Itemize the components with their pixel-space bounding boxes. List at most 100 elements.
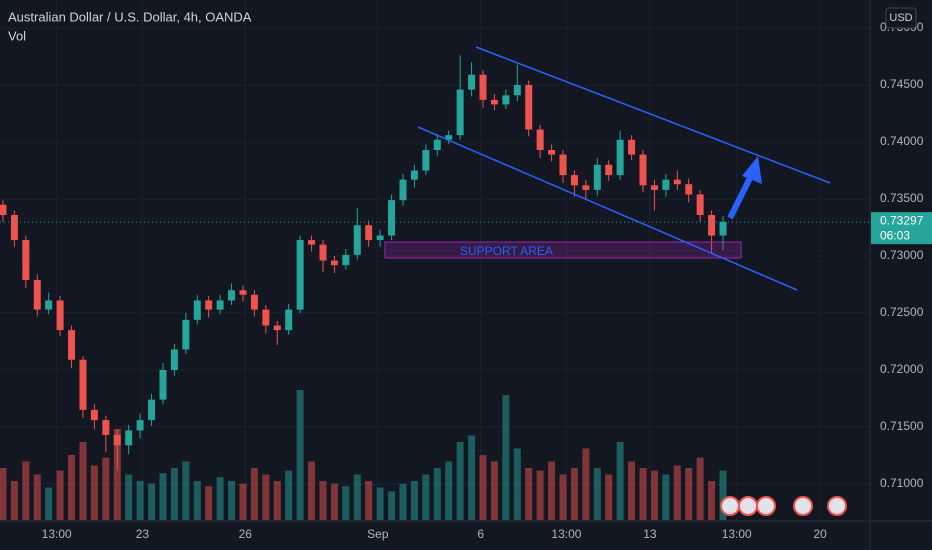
candle-body [479,74,487,100]
volume-bar [68,455,76,520]
volume-bar [22,461,30,520]
candle-body [639,154,647,186]
volume-bar [365,481,373,520]
candle-body [33,279,41,310]
candle-body [708,214,716,236]
candle-body [570,175,578,186]
event-icon[interactable] [756,496,776,516]
volume-bar [536,470,544,520]
volume-bar [342,486,350,520]
volume-bar [673,465,681,520]
candle-body [502,95,510,105]
volume-bar [159,473,167,520]
volume-bar [639,468,647,520]
candle-body [685,184,693,195]
volume-bar [102,457,110,520]
last-price: 0.73297 [880,213,924,227]
volume-label: Vol [8,28,26,43]
candle-body [125,430,133,446]
volume-bar [113,429,121,520]
candle-body [593,164,601,190]
candle-body [45,300,53,310]
candle-body [616,139,624,176]
candle-body [113,434,121,446]
volume-bar [239,483,247,520]
volume-bar [422,474,430,520]
volume-bar [513,448,521,520]
volume-bar [353,474,361,520]
volume-bar [502,395,510,520]
candle-body [10,214,18,241]
channel-bottom [417,126,798,291]
currency-box[interactable] [885,7,917,29]
volume-bar [262,474,270,520]
candle-body [410,170,418,180]
y-tick-label: 0.71500 [880,419,924,433]
volume-bar [33,474,41,520]
volume-bar [685,468,693,520]
candle-body [250,294,258,310]
volume-bar [479,455,487,520]
volume-bar [170,468,178,520]
volume-bar [616,442,624,520]
candle-body [22,240,30,280]
x-tick-label: 26 [239,527,253,541]
candle-body [136,420,144,431]
event-icon[interactable] [827,496,847,516]
volume-bar [330,483,338,520]
candle-body [696,194,704,215]
volume-bar [10,481,18,520]
x-tick-label: 13:00 [551,527,581,541]
candle-body [239,290,247,295]
volume-bar [376,487,384,520]
volume-bar [708,481,716,520]
candle-body [468,74,476,90]
candle-body [193,300,201,320]
candle-body [148,399,156,421]
volume-bar [582,448,590,520]
candle-body [445,135,453,140]
event-icon[interactable] [793,496,813,516]
volume-bar [193,481,201,520]
volume-layer [0,390,727,520]
volume-bar [216,477,224,520]
candle-body [673,179,681,185]
chart-title: Australian Dollar / U.S. Dollar, 4h, OAN… [8,9,252,24]
candle-body [605,164,613,176]
currency: USD [889,12,912,24]
channel-top [475,46,831,184]
candle-body [0,204,7,215]
candle-body [548,150,556,155]
volume-bar [182,461,190,520]
volume-bar [628,461,636,520]
volume-bar [388,491,396,520]
support-area [384,241,742,259]
candle-layer [0,55,870,471]
arrow-head [742,156,762,184]
candle-body [79,359,87,410]
y-tick-label: 0.72500 [880,305,924,319]
candle-body [559,154,567,176]
candle-body [330,260,338,266]
volume-bar [719,470,727,520]
candle-body [650,185,658,190]
last-price-box [871,212,932,245]
y-tick-label: 0.74000 [880,134,924,148]
arrow-shaft [727,176,753,220]
event-icon[interactable] [738,496,758,516]
volume-bar [0,468,7,520]
volume-bar [319,481,327,520]
candle-body [205,300,213,310]
volume-bar [570,468,578,520]
candle-body [433,139,441,151]
axis-layer: 0.71000 0.71500 0.72000 0.72500 0.73000 0.735… [42,20,932,541]
volume-bar [79,442,87,520]
candle-body [170,349,178,370]
event-icon[interactable] [720,496,740,516]
candle-body [102,420,110,435]
volume-bar [445,461,453,520]
volume-bar [56,470,64,520]
volume-bar [228,481,236,520]
y-tick-label: 0.73500 [880,191,924,205]
